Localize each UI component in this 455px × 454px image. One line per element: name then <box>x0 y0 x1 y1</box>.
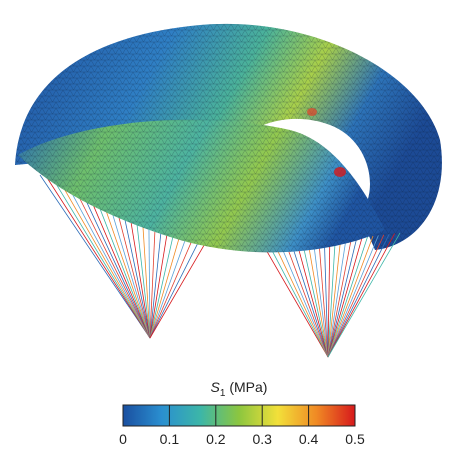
tick-label: 0.5 <box>345 431 365 447</box>
colorbar: S1 (MPa) 0 0.1 0.2 0.3 0.4 0.5 <box>119 379 365 447</box>
tick-label: 0.1 <box>160 431 180 447</box>
mesh <box>18 120 385 253</box>
colorbar-title: S1 (MPa) <box>211 379 268 399</box>
tick-label: 0.3 <box>252 431 272 447</box>
chorda <box>276 247 328 357</box>
tick-label: 0 <box>119 431 127 447</box>
chorda <box>328 234 395 357</box>
chorda <box>150 225 183 338</box>
chorda <box>328 237 362 357</box>
chorda <box>292 245 328 357</box>
chorda <box>150 233 203 338</box>
chorda <box>270 247 328 357</box>
chorda <box>328 235 384 357</box>
valve <box>15 24 442 357</box>
figure: S1 (MPa) 0 0.1 0.2 0.3 0.4 0.5 <box>0 0 455 454</box>
chorda <box>150 223 176 338</box>
hot-spot <box>334 167 346 177</box>
hot-spot <box>307 108 317 116</box>
chorda <box>150 230 196 338</box>
tick-label: 0.4 <box>299 431 319 447</box>
tick-label: 0.2 <box>206 431 226 447</box>
colorbar-gradient <box>123 405 355 426</box>
chorda <box>328 233 400 357</box>
